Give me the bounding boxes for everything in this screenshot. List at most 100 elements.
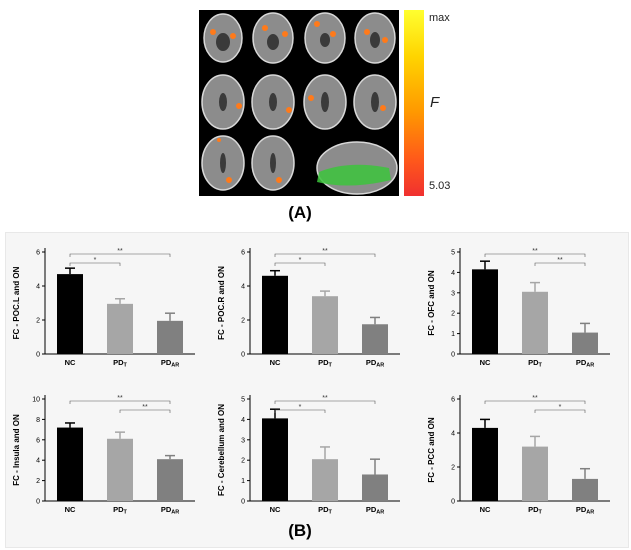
bar [157, 459, 183, 501]
y-tick-label: 2 [36, 318, 40, 325]
significance-bracket [69, 253, 171, 257]
y-axis-label: FC - POC.R and ON [217, 266, 226, 340]
bar [312, 296, 338, 354]
x-tick-label-main: PD [161, 358, 172, 367]
y-axis-label: FC - Insula and ON [12, 414, 21, 486]
colorbar-max-label: max [429, 12, 450, 24]
y-tick-label: 2 [451, 311, 455, 318]
x-tick-label: NC [480, 358, 491, 367]
y-tick-label: 6 [451, 397, 455, 404]
significance-bracket [534, 409, 586, 413]
x-tick-label: NC [65, 358, 76, 367]
x-tick-label-main: NC [480, 505, 491, 514]
panel-b-label: (B) [288, 521, 312, 540]
bar [472, 269, 498, 354]
significance-marker: * [299, 257, 302, 264]
y-tick-label: 2 [36, 478, 40, 485]
y-axis-label: FC - OFC and ON [427, 270, 436, 336]
y-tick-label: 6 [241, 250, 245, 257]
significance-marker: ** [142, 404, 148, 411]
y-tick-label: 0 [451, 499, 455, 506]
x-tick-label-main: NC [270, 358, 281, 367]
y-tick-label: 1 [241, 478, 245, 485]
x-tick-label-main: NC [480, 358, 491, 367]
bar [312, 459, 338, 501]
y-tick-label: 4 [241, 284, 245, 291]
y-tick-label: 3 [241, 437, 245, 444]
x-tick-label: PDAR [366, 505, 384, 516]
x-tick-label: PDT [113, 505, 127, 516]
significance-bracket [274, 400, 376, 404]
significance-bracket [484, 253, 586, 257]
bar [262, 275, 288, 354]
bar [362, 324, 388, 354]
significance-bracket [484, 400, 586, 404]
bar [57, 427, 83, 501]
x-tick-label: PDT [528, 505, 542, 516]
x-tick-label-sub: AR [376, 510, 384, 516]
bar [262, 418, 288, 501]
x-tick-label-main: NC [65, 358, 76, 367]
x-tick-label: PDT [318, 505, 332, 516]
y-tick-label: 5 [241, 397, 245, 404]
y-tick-label: 5 [451, 250, 455, 257]
x-tick-label-main: PD [318, 505, 329, 514]
significance-bracket [274, 262, 326, 266]
x-tick-label-sub: T [329, 363, 333, 369]
significance-marker: ** [117, 248, 123, 255]
y-tick-label: 4 [451, 270, 455, 277]
bar [107, 438, 133, 501]
x-tick-label-sub: AR [376, 363, 384, 369]
y-tick-label: 0 [241, 352, 245, 359]
x-tick-label-main: PD [528, 358, 539, 367]
x-tick-label-sub: T [539, 510, 543, 516]
colorbar [404, 10, 424, 196]
y-tick-label: 4 [451, 431, 455, 438]
x-tick-label: PDAR [161, 358, 179, 369]
bar [107, 303, 133, 354]
significance-marker: * [94, 257, 97, 264]
y-tick-label: 10 [32, 397, 40, 404]
x-tick-label-sub: T [124, 363, 128, 369]
bar [522, 446, 548, 501]
x-tick-label-main: PD [161, 505, 172, 514]
y-tick-label: 4 [36, 284, 40, 291]
bar [472, 427, 498, 501]
x-tick-label-main: PD [576, 358, 587, 367]
x-tick-label-main: PD [113, 358, 124, 367]
significance-marker: * [559, 404, 562, 411]
bar [522, 291, 548, 354]
y-tick-label: 2 [241, 318, 245, 325]
significance-bracket [534, 262, 586, 266]
significance-marker: ** [532, 248, 538, 255]
x-tick-label-sub: AR [586, 363, 594, 369]
bar [57, 274, 83, 354]
brain-slices-image [199, 10, 399, 196]
y-axis-label: FC - PCC and ON [427, 417, 436, 483]
y-tick-label: 1 [451, 331, 455, 338]
significance-marker: * [299, 404, 302, 411]
x-tick-label: PDAR [161, 505, 179, 516]
x-tick-label: PDAR [576, 505, 594, 516]
x-tick-label-sub: T [329, 510, 333, 516]
significance-marker: ** [532, 395, 538, 402]
x-tick-label: PDAR [366, 358, 384, 369]
x-tick-label-sub: AR [171, 510, 179, 516]
significance-bracket [274, 253, 376, 257]
x-tick-label: PDT [113, 358, 127, 369]
y-tick-label: 4 [36, 458, 40, 465]
bar [362, 474, 388, 501]
y-tick-label: 2 [451, 465, 455, 472]
y-tick-label: 8 [36, 417, 40, 424]
significance-marker: ** [322, 248, 328, 255]
x-tick-label-main: PD [318, 358, 329, 367]
x-tick-label-main: PD [576, 505, 587, 514]
sagittal-slice [316, 141, 398, 195]
y-tick-label: 0 [36, 499, 40, 506]
y-tick-label: 0 [241, 499, 245, 506]
